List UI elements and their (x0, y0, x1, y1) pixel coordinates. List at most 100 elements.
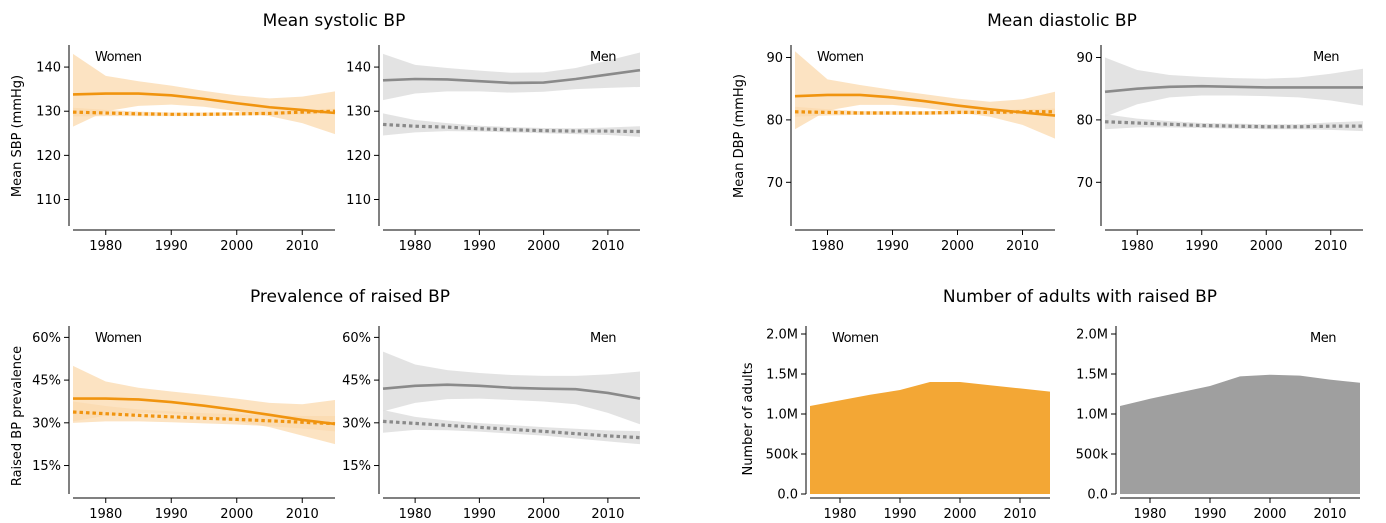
panel-number-men: 0.0 500k 1.0M 1.5M 2.0M 1980 1990 2000 2010 Men (1076, 326, 1360, 522)
x-tick-label: 2000 (1250, 239, 1283, 254)
x-tick-label: 1980 (1121, 239, 1154, 254)
x-tick-label: 1990 (463, 239, 496, 254)
confidence-band-dotted (73, 401, 335, 432)
panel-diastolic-women: 70 80 90 1980 1990 2000 2010 Women (766, 45, 1056, 254)
y-tick-label: 45% (342, 374, 371, 389)
y-tick-label: 0.0 (777, 488, 798, 503)
y-tick-label: 120 (36, 149, 61, 164)
panel-label-men: Men (590, 50, 616, 65)
x-tick-label: 2010 (591, 507, 624, 522)
ylabel-systolic: Mean SBP (mmHg) (10, 75, 25, 197)
panel-systolic-men: 110 120 130 140 1980 1990 2000 2010 Men (346, 45, 641, 254)
panel-number-women: 0.0 500k 1.0M 1.5M 2.0M 1980 1990 2000 2010 Women (766, 326, 1050, 522)
ylabel-number-adults: Number of adults (741, 362, 756, 475)
y-tick-label: 130 (36, 105, 61, 120)
title-prevalence: Prevalence of raised BP (250, 287, 450, 307)
x-tick-label: 2000 (943, 507, 976, 522)
panel-label-women: Women (95, 331, 142, 346)
panel-label-women: Women (832, 331, 879, 346)
y-tick-label: 500k (1076, 448, 1109, 463)
x-tick-label: 1980 (399, 507, 432, 522)
x-tick-label: 1990 (1185, 239, 1218, 254)
x-tick-label: 2010 (286, 239, 319, 254)
panel-prevalence-men: 15% 30% 45% 60% 1980 1990 2000 2010 Men (342, 326, 641, 522)
y-tick-label: 90 (1076, 51, 1093, 66)
y-tick-label: 120 (346, 149, 371, 164)
x-tick-label: 1980 (399, 239, 432, 254)
x-tick-label: 1990 (155, 507, 188, 522)
x-tick-label: 2000 (220, 239, 253, 254)
y-tick-label: 15% (32, 459, 61, 474)
y-tick-label: 80 (766, 113, 783, 128)
panel-prevalence-women: 15% 30% 45% 60% 1980 1990 2000 2010 Women (32, 326, 336, 522)
x-tick-label: 1980 (823, 507, 856, 522)
area-series (810, 382, 1050, 494)
y-tick-label: 70 (1076, 176, 1093, 191)
y-tick-label: 2.0M (1076, 328, 1108, 343)
y-tick-label: 140 (36, 61, 61, 76)
title-diastolic: Mean diastolic BP (987, 11, 1137, 31)
confidence-band-dotted (383, 410, 640, 445)
y-tick-label: 1.0M (766, 408, 798, 423)
x-tick-label: 1980 (1133, 507, 1166, 522)
series-line-solid (382, 383, 641, 400)
panel-label-women: Women (817, 50, 864, 65)
x-tick-label: 2010 (1313, 507, 1346, 522)
area-series (1120, 374, 1360, 494)
x-tick-label: 2010 (286, 507, 319, 522)
x-tick-label: 2010 (1314, 239, 1347, 254)
x-tick-label: 2000 (941, 239, 974, 254)
y-tick-label: 30% (342, 416, 371, 431)
title-systolic: Mean systolic BP (263, 11, 406, 31)
panel-label-women: Women (95, 50, 142, 65)
confidence-band-solid (795, 51, 1055, 139)
series-line-dotted (794, 110, 1055, 115)
y-tick-label: 1.0M (1076, 408, 1108, 423)
y-tick-label: 15% (342, 459, 371, 474)
y-tick-label: 110 (346, 193, 371, 208)
panel-label-men: Men (590, 331, 616, 346)
y-tick-label: 500k (766, 448, 799, 463)
panel-label-men: Men (1313, 50, 1339, 65)
x-tick-label: 1980 (89, 239, 122, 254)
series-line-solid (72, 92, 336, 115)
panel-label-men: Men (1310, 331, 1336, 346)
y-tick-label: 80 (1076, 113, 1093, 128)
x-tick-label: 1990 (1193, 507, 1226, 522)
y-tick-label: 90 (766, 51, 783, 66)
x-tick-label: 1990 (155, 239, 188, 254)
y-tick-label: 110 (36, 193, 61, 208)
series-line-solid (73, 397, 336, 426)
y-tick-label: 60% (342, 331, 371, 346)
y-tick-label: 45% (32, 374, 61, 389)
title-number-adults: Number of adults with raised BP (943, 287, 1217, 307)
x-tick-label: 2000 (220, 507, 253, 522)
y-tick-label: 0.0 (1087, 488, 1108, 503)
x-tick-label: 1980 (89, 507, 122, 522)
ylabel-prevalence: Raised BP prevalence (10, 346, 25, 486)
series-line-dotted (72, 109, 336, 116)
x-tick-label: 2000 (527, 507, 560, 522)
series-line-solid (1104, 84, 1363, 94)
confidence-band-solid (383, 52, 640, 101)
series-line-dotted (382, 419, 641, 440)
panel-diastolic-men: 70 80 90 1980 1990 2000 2010 Men (1076, 45, 1363, 254)
y-tick-label: 30% (32, 416, 61, 431)
y-tick-label: 60% (32, 331, 61, 346)
x-tick-label: 2010 (591, 239, 624, 254)
x-tick-label: 1990 (883, 507, 916, 522)
x-tick-label: 1990 (463, 507, 496, 522)
x-tick-label: 1990 (876, 239, 909, 254)
y-tick-label: 70 (766, 176, 783, 191)
y-tick-label: 130 (346, 105, 371, 120)
y-tick-label: 2.0M (766, 328, 798, 343)
panel-systolic-women: 110 120 130 140 1980 1990 2000 2010 Women (36, 45, 336, 254)
x-tick-label: 2000 (527, 239, 560, 254)
series-line-solid (382, 68, 641, 85)
series-line-dotted (72, 410, 336, 426)
y-tick-label: 1.5M (1076, 368, 1108, 383)
series-line-dotted (1104, 120, 1363, 129)
confidence-band-dotted (1105, 114, 1363, 132)
x-tick-label: 1980 (811, 239, 844, 254)
